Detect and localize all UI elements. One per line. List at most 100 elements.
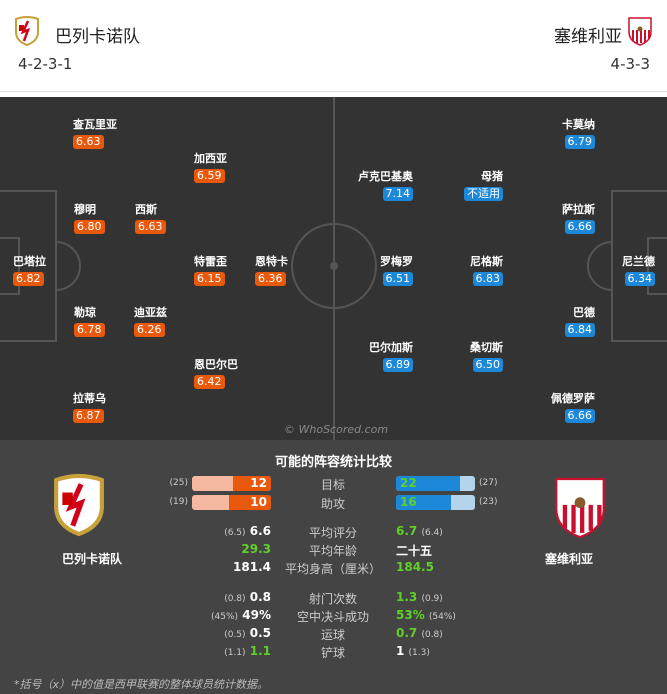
home-league-value: (25) [169, 478, 188, 488]
player-name: 卢克巴基奥 [358, 170, 413, 183]
away-value: 6.7 [396, 524, 418, 538]
player-rating: 6.63 [135, 220, 166, 234]
player-name: 查瓦里亚 [73, 118, 117, 131]
stat-label: 铲球 [320, 646, 345, 660]
player-name: 萨拉斯 [562, 203, 595, 216]
player-home[interactable]: 恩特卡 6.36 [255, 255, 288, 286]
player-home[interactable]: 穆明 6.80 [74, 203, 105, 234]
player-rating: 6.82 [13, 272, 44, 286]
away-team-logo [555, 477, 605, 539]
home-league-value: (0.8) [224, 594, 246, 604]
stat-row: (0.5) 0.5 运球 0.7 (0.8) [0, 626, 667, 642]
player-home[interactable]: 西斯 6.63 [135, 203, 166, 234]
away-value: 0.7 [396, 626, 418, 640]
player-name: 佩德罗萨 [551, 392, 595, 405]
player-rating: 6.83 [472, 272, 503, 286]
stat-label: 射门次数 [308, 592, 357, 606]
stat-row: 181.4 平均身高（厘米） 184.5 [0, 560, 667, 576]
player-name: 母猪 [481, 170, 503, 183]
player-rating: 6.59 [194, 169, 225, 183]
home-team-name[interactable]: 巴列卡诺队 [55, 27, 140, 47]
player-away[interactable]: 罗梅罗 6.51 [380, 255, 413, 286]
away-league-value: (1.3) [408, 648, 430, 658]
player-name: 特雷歪 [194, 255, 227, 268]
player-name: 尼兰德 [622, 255, 655, 268]
footnote: *括号（x）中的值是西甲联赛的整体球员统计数据。 [14, 678, 269, 691]
player-away[interactable]: 尼格斯 6.83 [470, 255, 503, 286]
home-team-label: 巴列卡诺队 [62, 552, 123, 566]
player-name: 巴德 [573, 306, 595, 319]
stat-row: (45%) 49% 空中决斗成功 53% (54%) [0, 608, 667, 624]
player-rating: 6.34 [624, 272, 655, 286]
away-value: 16 [400, 495, 417, 509]
player-home[interactable]: 勒琼 6.78 [74, 306, 105, 337]
away-league-value: (6.4) [421, 528, 443, 538]
stats-title: 可能的阵容统计比较 [274, 455, 392, 470]
away-league-value: (0.9) [421, 594, 443, 604]
player-name: 桑切斯 [470, 341, 503, 354]
stat-row: (0.8) 0.8 射门次数 1.3 (0.9) [0, 590, 667, 606]
player-away[interactable]: 桑切斯 6.50 [470, 341, 503, 372]
player-name: 巴塔拉 [13, 255, 46, 268]
player-home[interactable]: 恩巴尔巴 6.42 [194, 358, 238, 389]
away-league-value: (23) [479, 497, 498, 507]
away-bar: 16 [396, 495, 475, 510]
whoscored-watermark: © WhoScored.com [284, 423, 389, 436]
home-formation: 4-2-3-1 [18, 55, 73, 73]
home-value: 181.4 [233, 560, 271, 574]
away-value: 1.3 [396, 590, 418, 604]
home-value: 0.5 [249, 626, 271, 640]
player-rating: 6.79 [564, 135, 595, 149]
player-name: 尼格斯 [470, 255, 503, 268]
stat-label: 平均身高（厘米） [284, 562, 381, 576]
player-home[interactable]: 特雷歪 6.15 [194, 255, 227, 286]
player-home[interactable]: 迪亚兹 6.26 [134, 306, 167, 337]
player-name: 恩特卡 [255, 255, 288, 268]
player-away[interactable]: 巴尔加斯 6.89 [369, 341, 413, 372]
sevilla-logo [628, 17, 652, 46]
player-away[interactable]: 萨拉斯 6.66 [562, 203, 595, 234]
player-rating: 6.42 [194, 375, 225, 389]
player-home[interactable]: 拉蒂乌 6.87 [73, 392, 106, 423]
player-name: 西斯 [135, 203, 157, 216]
player-rating: 6.51 [382, 272, 413, 286]
player-rating: 6.66 [564, 409, 595, 423]
away-value: 184.5 [396, 560, 434, 574]
player-away[interactable]: 巴德 6.84 [564, 306, 595, 337]
player-home[interactable]: 巴塔拉 6.82 [13, 255, 46, 286]
player-rating: 6.26 [134, 323, 165, 337]
player-away[interactable]: 尼兰德 6.34 [622, 255, 655, 286]
player-rating: 6.84 [564, 323, 595, 337]
home-value: 1.1 [249, 644, 271, 658]
player-away[interactable]: 卢克巴基奥 7.14 [358, 170, 413, 201]
stat-label: 平均年龄 [308, 544, 357, 558]
stat-label: 运球 [320, 628, 345, 642]
player-away[interactable]: 佩德罗萨 6.66 [551, 392, 595, 423]
home-league-value: (19) [169, 497, 188, 507]
player-away[interactable]: 母猪不适用 [464, 170, 503, 201]
stat-row: (6.5) 6.6 平均评分 6.7 (6.4) [0, 524, 667, 540]
player-rating: 6.78 [74, 323, 105, 337]
player-rating: 不适用 [464, 187, 503, 201]
bar-stat-row: (19) 10 助攻 16 (23) [0, 495, 667, 511]
away-league-value: (54%) [428, 612, 456, 622]
player-name: 穆明 [74, 203, 96, 216]
stat-row: (1.1) 1.1 铲球 1 (1.3) [0, 644, 667, 660]
player-away[interactable]: 卡莫纳 6.79 [562, 118, 595, 149]
away-value: 二十五 [396, 544, 433, 558]
away-value: 22 [400, 476, 417, 490]
home-bar: 10 [192, 495, 271, 510]
stat-label: 空中决斗成功 [296, 610, 369, 624]
away-bar: 22 [396, 476, 475, 491]
home-value: 6.6 [249, 524, 271, 538]
player-name: 拉蒂乌 [73, 392, 106, 405]
player-rating: 7.14 [382, 187, 413, 201]
home-value: 29.3 [241, 542, 271, 556]
player-rating: 6.15 [194, 272, 225, 286]
stat-label: 目标 [320, 478, 345, 492]
player-home[interactable]: 查瓦里亚 6.63 [73, 118, 117, 149]
away-team-name[interactable]: 塞维利亚 [554, 27, 622, 47]
player-home[interactable]: 加西亚 6.59 [194, 152, 227, 183]
away-league-value: (0.8) [421, 630, 443, 640]
match-header: 巴列卡诺队 4-2-3-1 塞维利亚 4-3-3 [0, 0, 667, 92]
